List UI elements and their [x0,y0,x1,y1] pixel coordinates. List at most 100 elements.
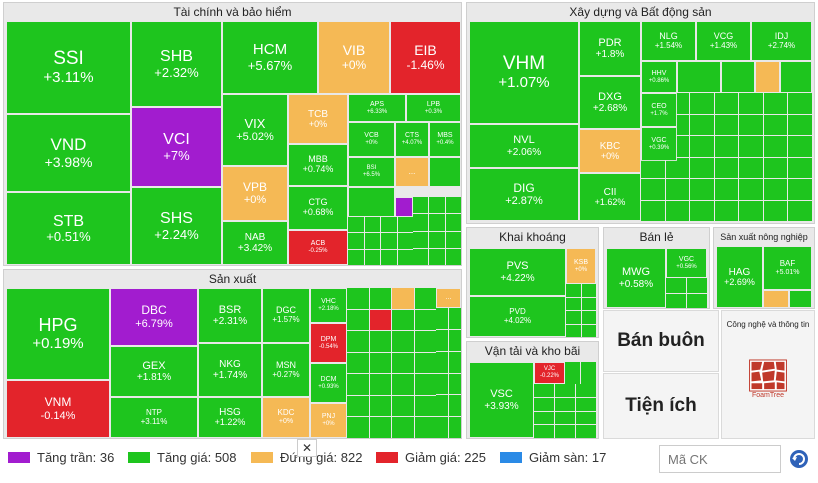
tile-vhm[interactable]: VHM +1.07% [469,21,579,124]
tile-change: +1.07% [498,73,550,91]
search-input[interactable] [659,445,781,473]
tile-vsc[interactable]: VSC +3.93% [469,362,534,438]
tile-eib[interactable]: EIB -1.46% [390,21,461,94]
tile-symbol: CTG [308,197,328,208]
tile-hhv[interactable]: HHV +0.86% [641,61,677,93]
tile-symbol: VCB [364,132,379,140]
tile-idj[interactable]: IDJ +2.74% [751,21,812,61]
tile-mbs[interactable]: MBS +0.4% [429,122,461,157]
tile-change: +0.3% [424,108,443,115]
tile-ntp[interactable]: NTP +3.11% [110,397,198,438]
tile-hcm[interactable]: HCM +5.67% [222,21,318,94]
tile-dbc[interactable]: DBC +6.79% [110,288,198,346]
tile-vgc[interactable]: VGC +0.39% [641,127,677,161]
tile-gex[interactable]: GEX +1.81% [110,346,198,397]
tile-dcm[interactable]: DCM +0.93% [310,363,347,403]
tile-pvs[interactable]: PVS +4.22% [469,248,566,296]
tile-ksb[interactable]: KSB +0% [566,248,596,284]
tile-kbc[interactable]: KBC +0% [579,129,641,173]
tile-nkg[interactable]: NKG +1.74% [198,343,262,397]
tile-cts[interactable]: CTS +4.07% [395,122,429,157]
tile-small[interactable] [789,290,812,308]
legend-label: Giảm giá: 225 [405,449,486,465]
tile-vpb[interactable]: VPB +0% [222,166,288,221]
tile-symbol: STB [52,212,85,230]
tile-cii[interactable]: CII +1.62% [579,173,641,221]
tile-vib[interactable]: VIB +0% [318,21,390,94]
tile-vix[interactable]: VIX +5.02% [222,94,288,166]
tile-small[interactable] [780,61,812,93]
tile-dgc[interactable]: DGC +1.57% [262,288,310,343]
tile-more-manufacturing[interactable]: ... [436,288,461,308]
tile-ssi[interactable]: SSI +3.11% [6,21,131,114]
tile-more-finance[interactable]: ... [395,157,429,187]
tile-change: +0.68% [302,207,334,217]
tile-aps[interactable]: APS +6.33% [348,94,406,122]
tile-small[interactable] [763,290,789,308]
refresh-button[interactable] [789,449,809,469]
tile-mwg[interactable]: MWG +0.58% [606,248,666,308]
sector-title: Vận tải và kho bãi [484,344,581,358]
tile-vcb[interactable]: VCB +0% [348,122,395,157]
tile-small[interactable] [721,61,755,93]
tile-vcg[interactable]: VCG +1.43% [696,21,751,61]
tile-nab[interactable]: NAB +3.42% [222,221,288,265]
tile-vnm[interactable]: VNM -0.14% [6,380,110,438]
tile-vgc-retail[interactable]: VGC +0.56% [666,248,707,278]
legend-label: Giảm sàn: 17 [529,449,607,465]
sector-tech[interactable]: Công nghệ và thông tin FoamTree [721,310,815,439]
tile-bsi[interactable]: BSI +6.5% [348,157,395,187]
tile-symbol: SHS [160,210,193,228]
tile-symbol: NVL [513,134,535,147]
tile-small[interactable] [348,187,395,217]
tile-change: +3.11% [43,68,94,86]
sector-manufacturing: Sản xuất HPG +0.19% VNM -0.14% DBC +6.79% G… [3,269,462,439]
tile-pnj[interactable]: PNJ +0% [310,403,347,438]
tile-hpg[interactable]: HPG +0.19% [6,288,110,380]
sector-agri: Sản xuất nông nghiệp HAG +2.69% BAF +5.01% [713,227,815,309]
tile-vjc[interactable]: VJC -0.22% [534,362,565,384]
tile-tcb[interactable]: TCB +0% [288,94,348,144]
tile-nvl[interactable]: NVL +2.06% [469,124,579,168]
tile-vnd[interactable]: VND +3.98% [6,114,131,192]
tile-small[interactable] [755,61,780,93]
close-button[interactable]: ✕ [297,439,317,457]
tile-hsg[interactable]: HSG +1.22% [198,397,262,438]
tile-acb[interactable]: ACB -0.25% [288,230,348,265]
tile-symbol: VGC [678,255,695,263]
tile-change: +0.19% [32,334,84,352]
tile-shs[interactable]: SHS +2.24% [131,187,222,265]
tile-shb[interactable]: SHB +2.32% [131,21,222,107]
tile-pdr[interactable]: PDR +1.8% [579,21,641,76]
tile-kdc[interactable]: KDC +0% [262,397,310,438]
tile-stb[interactable]: STB +0.51% [6,192,131,265]
sector-wholesale[interactable]: Bán buôn [603,310,719,372]
tile-lpb[interactable]: LPB +0.3% [406,94,461,122]
tile-vci[interactable]: VCI +7% [131,107,222,187]
tile-small[interactable] [395,197,413,217]
tile-small[interactable] [677,61,721,93]
tile-msn[interactable]: MSN +0.27% [262,343,310,397]
tile-change: +1.22% [214,417,246,428]
tile-mbb[interactable]: MBB +0.74% [288,144,348,186]
tile-dpm[interactable]: DPM -0.54% [310,323,347,363]
tile-change: +4.02% [503,315,532,325]
tile-ctg[interactable]: CTG +0.68% [288,186,348,230]
tile-baf[interactable]: BAF +5.01% [763,246,812,290]
sector-utilities[interactable]: Tiện ích [603,373,719,439]
tile-hag[interactable]: HAG +2.69% [716,246,763,308]
tile-change: +0.58% [618,278,654,290]
tile-small[interactable] [429,157,461,187]
tile-symbol: CEO [651,102,667,110]
tile-bsr[interactable]: BSR +2.31% [198,288,262,343]
tile-dig[interactable]: DIG +2.87% [469,168,579,221]
legend-down: Giảm giá: 225 [376,443,486,471]
tile-pvd[interactable]: PVD +4.02% [469,296,566,337]
tile-symbol: HPG [38,314,78,335]
tile-symbol: PDR [598,36,622,49]
tile-ceo[interactable]: CEO +1.7% [641,93,677,127]
tile-vhc[interactable]: VHC +2.18% [310,288,347,323]
tile-nlg[interactable]: NLG +1.54% [641,21,696,61]
tile-symbol: HCM [252,41,288,59]
tile-dxg[interactable]: DXG +2.68% [579,76,641,129]
